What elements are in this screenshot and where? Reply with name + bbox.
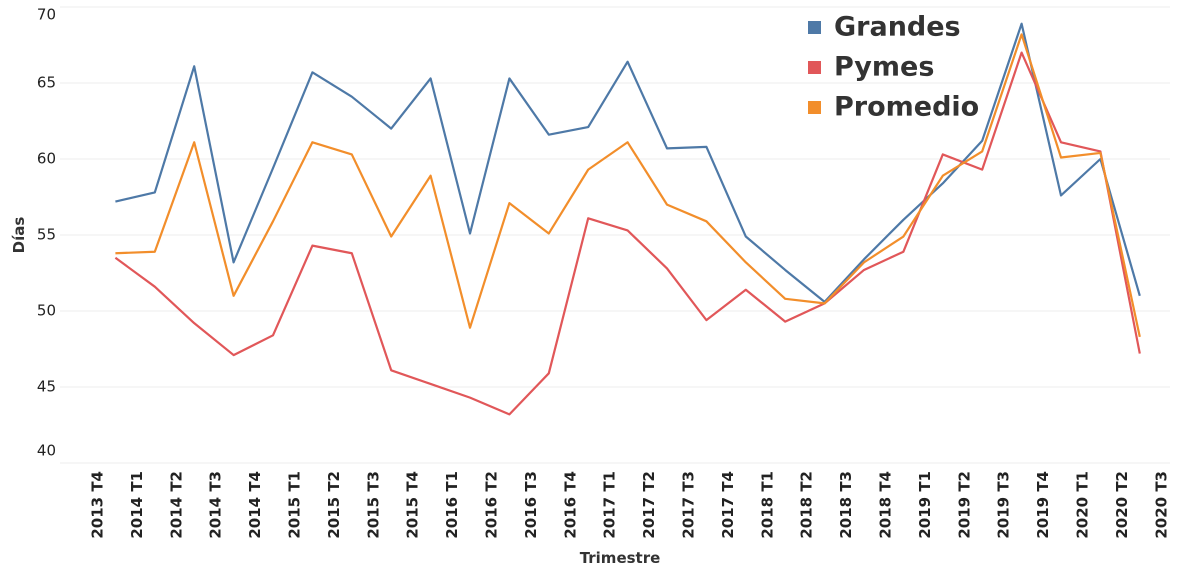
- y-tick-label: 50: [37, 302, 56, 320]
- x-tick-label: 2020 T1: [1074, 471, 1092, 539]
- x-tick-label: 2019 T4: [1034, 471, 1052, 539]
- legend-label: Grandes: [834, 12, 961, 43]
- x-tick-label: 2018 T3: [837, 471, 855, 539]
- x-tick-label: 2014 T4: [246, 471, 264, 539]
- x-tick-label: 2015 T2: [325, 471, 343, 539]
- x-tick-label: 2017 T4: [719, 471, 737, 539]
- x-tick-label: 2015 T1: [286, 471, 304, 539]
- y-tick-label: 40: [37, 442, 56, 460]
- x-tick-label: 2016 T4: [561, 471, 579, 539]
- x-tick-label: 2014 T2: [167, 471, 185, 539]
- x-tick-label: 2015 T3: [364, 471, 382, 539]
- x-tick-label: 2020 T2: [1113, 471, 1131, 539]
- series-line: [115, 33, 1141, 338]
- legend-swatch: [808, 101, 821, 114]
- y-tick-label: 70: [37, 6, 56, 24]
- x-tick-label: 2018 T2: [798, 471, 816, 539]
- series-line: [114, 51, 1141, 416]
- x-axis-title: Trimestre: [580, 549, 661, 567]
- x-tick-label: 2013 T4: [89, 471, 107, 539]
- x-tick-label: 2016 T1: [443, 471, 461, 539]
- x-tick-label: 2019 T3: [995, 471, 1013, 539]
- series-line: [115, 22, 1141, 303]
- y-tick-label: 55: [37, 226, 56, 244]
- legend-label: Promedio: [834, 92, 979, 123]
- x-tick-label: 2016 T3: [522, 471, 540, 539]
- x-tick-label: 2019 T2: [955, 471, 973, 539]
- y-axis-title: Días: [10, 217, 28, 254]
- x-tick-label: 2018 T4: [877, 471, 895, 539]
- legend-swatch: [808, 61, 821, 74]
- legend-label: Pymes: [834, 52, 934, 83]
- y-tick-label: 60: [37, 150, 56, 168]
- y-tick-label: 65: [37, 74, 56, 92]
- x-tick-label: 2015 T4: [404, 471, 422, 539]
- x-tick-label: 2018 T1: [758, 471, 776, 539]
- x-tick-label: 2020 T3: [1152, 471, 1170, 539]
- y-tick-label: 45: [37, 378, 56, 396]
- x-tick-label: 2019 T1: [916, 471, 934, 539]
- x-tick-label: 2017 T1: [601, 471, 619, 539]
- x-tick-label: 2016 T2: [483, 471, 501, 539]
- legend-swatch: [808, 21, 821, 34]
- x-tick-label: 2014 T3: [207, 471, 225, 539]
- x-tick-label: 2014 T1: [128, 471, 146, 539]
- x-tick-label: 2017 T2: [640, 471, 658, 539]
- x-tick-label: 2017 T3: [680, 471, 698, 539]
